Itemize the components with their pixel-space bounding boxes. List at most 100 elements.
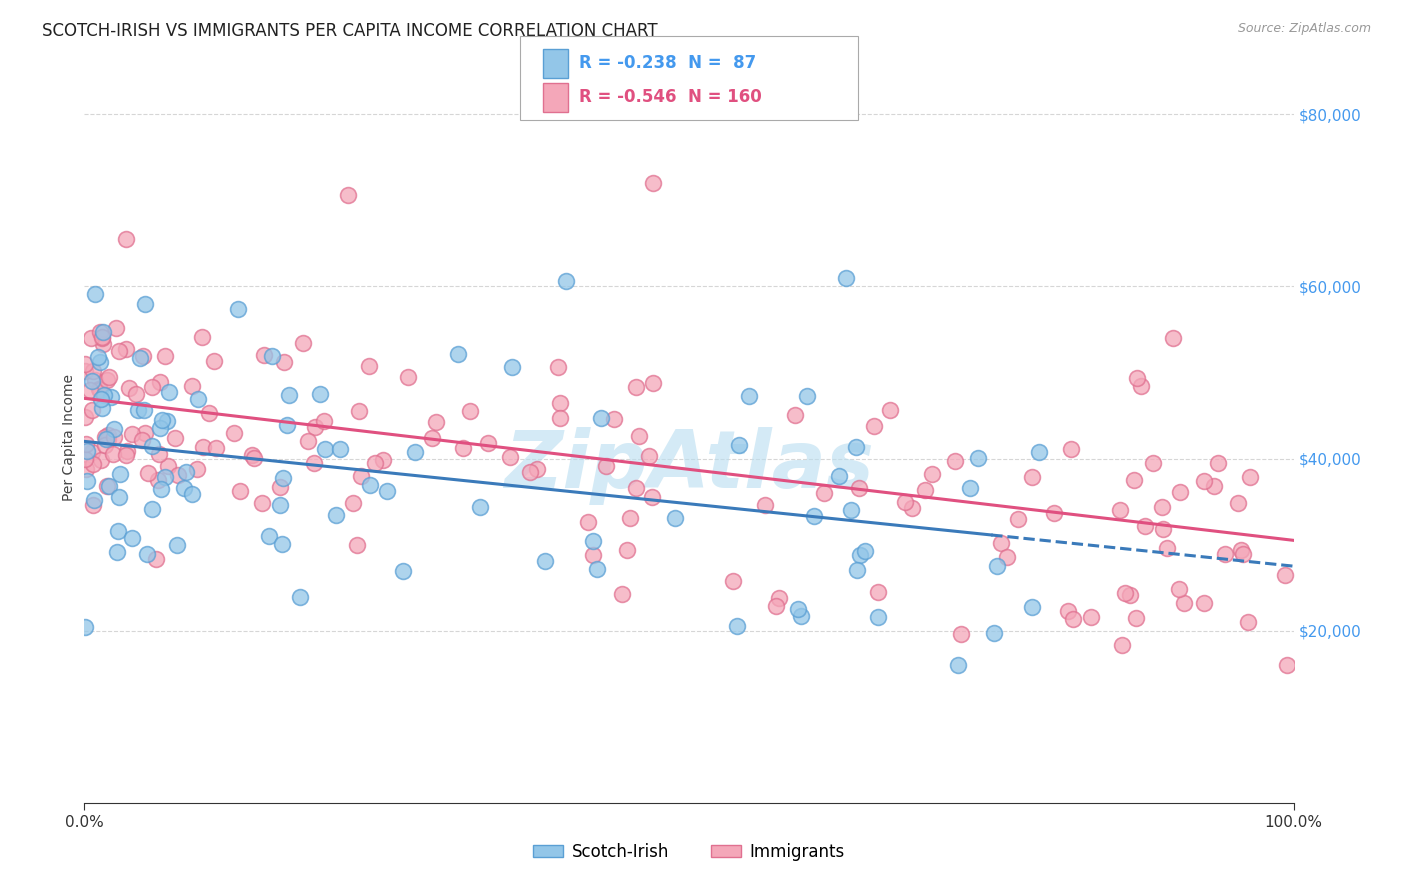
Point	[373, 453, 395, 467]
Point	[157, 384, 180, 399]
Point	[364, 456, 387, 470]
Point	[966, 450, 988, 465]
Point	[534, 554, 557, 568]
Text: R = -0.546  N = 160: R = -0.546 N = 160	[579, 88, 762, 106]
Point	[983, 626, 1005, 640]
Point	[75, 437, 97, 451]
Point	[90, 453, 112, 467]
Point	[242, 450, 264, 465]
Point	[619, 511, 641, 525]
Point	[262, 349, 284, 363]
Point	[132, 403, 155, 417]
Point	[901, 500, 924, 515]
Point	[97, 370, 120, 384]
Text: R = -0.238  N =  87: R = -0.238 N = 87	[579, 54, 756, 72]
Point	[136, 466, 159, 480]
Point	[150, 413, 173, 427]
Point	[868, 585, 890, 599]
Point	[350, 469, 373, 483]
Point	[1119, 589, 1142, 603]
Point	[1230, 542, 1253, 557]
Point	[156, 459, 179, 474]
Point	[845, 563, 868, 577]
Point	[90, 331, 112, 345]
Point	[375, 483, 398, 498]
Point	[1239, 470, 1261, 484]
Point	[84, 372, 107, 386]
Point	[103, 422, 125, 436]
Point	[141, 501, 163, 516]
Point	[141, 439, 163, 453]
Point	[96, 479, 118, 493]
Point	[1056, 604, 1078, 618]
Point	[125, 386, 148, 401]
Point	[641, 176, 664, 190]
Point	[468, 500, 491, 515]
Point	[100, 390, 122, 404]
Point	[754, 498, 776, 512]
Point	[627, 429, 650, 443]
Point	[148, 473, 170, 487]
Point	[1168, 485, 1191, 500]
Point	[329, 442, 352, 457]
Point	[1168, 582, 1191, 596]
Point	[547, 359, 569, 374]
Point	[582, 549, 605, 563]
Point	[150, 483, 173, 497]
Point	[165, 431, 187, 445]
Point	[1130, 379, 1153, 393]
Point	[477, 436, 499, 450]
Point	[73, 409, 96, 424]
Point	[603, 412, 626, 426]
Point	[641, 490, 664, 504]
Point	[73, 357, 96, 371]
Point	[398, 370, 420, 384]
Point	[174, 465, 197, 479]
Point	[519, 465, 541, 479]
Point	[153, 469, 176, 483]
Text: SCOTCH-IRISH VS IMMIGRANTS PER CAPITA INCOME CORRELATION CHART: SCOTCH-IRISH VS IMMIGRANTS PER CAPITA IN…	[42, 22, 658, 40]
Point	[134, 296, 156, 310]
Point	[83, 492, 105, 507]
Point	[813, 486, 835, 500]
Point	[986, 559, 1008, 574]
Point	[269, 499, 291, 513]
Point	[153, 349, 176, 363]
Point	[103, 447, 125, 461]
Point	[222, 425, 245, 440]
Point	[1156, 541, 1178, 556]
Point	[1080, 610, 1102, 624]
Point	[89, 355, 111, 369]
Point	[253, 348, 276, 362]
Point	[173, 481, 195, 495]
Point	[723, 574, 745, 589]
Point	[107, 343, 129, 358]
Point	[868, 609, 890, 624]
Text: Source: ZipAtlas.com: Source: ZipAtlas.com	[1237, 22, 1371, 36]
Point	[141, 380, 163, 394]
Point	[1043, 507, 1066, 521]
Point	[82, 374, 104, 388]
Point	[1274, 567, 1296, 582]
Point	[82, 498, 104, 512]
Point	[79, 383, 101, 397]
Point	[638, 449, 661, 463]
Point	[97, 428, 120, 442]
Point	[845, 441, 868, 455]
Point	[75, 620, 97, 634]
Point	[582, 534, 605, 549]
Point	[738, 389, 761, 403]
Point	[117, 381, 139, 395]
Point	[853, 544, 876, 558]
Point	[75, 461, 97, 475]
Point	[277, 388, 299, 402]
Point	[312, 415, 335, 429]
Point	[1060, 442, 1083, 456]
Point	[1133, 519, 1156, 533]
Point	[347, 403, 370, 417]
Point	[879, 403, 901, 417]
Point	[80, 402, 103, 417]
Point	[554, 274, 576, 288]
Point	[526, 462, 548, 476]
Point	[990, 535, 1012, 549]
